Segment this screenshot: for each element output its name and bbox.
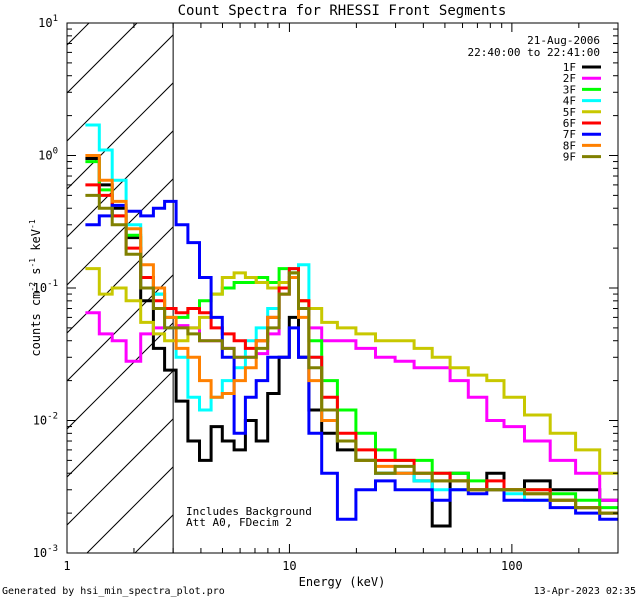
y-tick-label: 100 (38, 147, 58, 163)
legend-label: 4F (563, 95, 576, 108)
hatch-lines (67, 23, 640, 553)
legend-label: 1F (563, 61, 576, 74)
series-9F-line (85, 193, 618, 515)
legend-label: 6F (563, 117, 576, 130)
hatch-line (67, 370, 174, 478)
y-axis-label: counts cm-2 s-1 keV-1 (28, 219, 43, 356)
y-tick-label: 10-2 (33, 412, 58, 428)
series-7F-line (85, 199, 618, 521)
legend-label: 3F (563, 83, 576, 96)
generated-by-label: Generated by hsi_min_spectra_plot.pro (2, 586, 225, 597)
attenuator-note: Att A0, FDecim 2 (186, 516, 292, 529)
x-axis-label: Energy (keV) (299, 575, 386, 589)
legend-label: 2F (563, 72, 576, 85)
axis-ticks: 1 10 100 10-3 10-2 10-1 100 101 (33, 14, 619, 573)
chart-title: Count Spectra for RHESSI Front Segments (178, 3, 507, 19)
timestamp-label: 13-Apr-2023 02:35 (534, 586, 636, 597)
legend-label: 7F (563, 128, 576, 141)
hatch-line (86, 466, 174, 553)
legend-label: 9F (563, 151, 576, 164)
series-layer (85, 123, 618, 528)
x-tick-label: 10 (282, 559, 296, 573)
hatch-line (67, 418, 174, 526)
time-range-label: 22:40:00 to 22:41:00 (468, 46, 600, 59)
attenuator-hatch-region (67, 23, 640, 553)
y-tick-label: 101 (38, 14, 58, 30)
x-tick-label: 100 (501, 559, 523, 573)
date-label: 21-Aug-2006 (527, 34, 600, 47)
y-tick-label: 10-3 (33, 544, 58, 560)
legend-label: 5F (563, 106, 576, 119)
hatch-line (67, 34, 174, 142)
legend-label: 8F (563, 139, 576, 152)
y-tick-label: 10-1 (33, 279, 58, 295)
series-1F-line (85, 157, 618, 528)
background-note: Includes Background (186, 505, 312, 518)
hatch-line (615, 23, 640, 553)
x-tick-label: 1 (63, 559, 70, 573)
hatch-line (67, 82, 174, 190)
